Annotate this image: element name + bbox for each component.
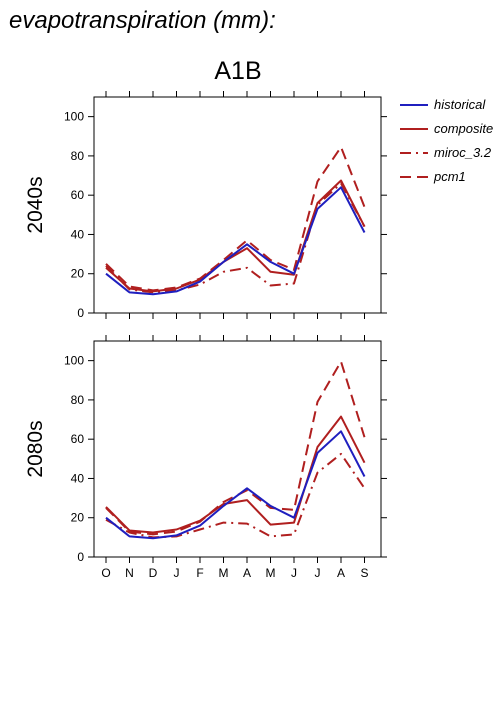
y-tick-label: 60	[71, 188, 85, 202]
y-tick-label: 0	[77, 306, 84, 320]
series-line-pcm1-2040s	[105, 146, 366, 292]
x-tick-label: D	[149, 566, 158, 580]
panel-label-2080s: 2080s	[24, 420, 47, 477]
x-tick-label: J	[315, 566, 321, 580]
panel-label-2040s: 2040s	[24, 176, 47, 233]
x-tick-label: O	[101, 566, 110, 580]
series-line-composite-2080s	[105, 415, 366, 534]
plot-frame-2080s	[93, 340, 382, 558]
y-tick-label: 20	[71, 511, 85, 525]
y-tick-label: 40	[71, 471, 85, 485]
legend-label: historical	[434, 97, 486, 112]
y-tick-label: 100	[64, 110, 84, 124]
series-line-historical-2080s	[105, 430, 366, 540]
plot-frame-2040s	[93, 96, 382, 314]
series-line-historical-2040s	[105, 186, 366, 296]
legend-label: composite	[434, 121, 493, 136]
x-tick-label: M	[266, 566, 276, 580]
x-tick-label: A	[337, 566, 345, 580]
y-tick-label: 40	[71, 227, 85, 241]
x-tick-label: A	[243, 566, 251, 580]
x-tick-label: J	[174, 566, 180, 580]
x-tick-label: J	[291, 566, 297, 580]
x-tick-label: N	[125, 566, 134, 580]
series-line-miroc-3-2-2040s	[105, 182, 366, 294]
x-tick-label: F	[196, 566, 203, 580]
legend-label: miroc_3.2	[434, 145, 492, 160]
series-line-miroc-3-2-2080s	[105, 452, 366, 539]
y-tick-label: 20	[71, 267, 85, 281]
y-tick-label: 100	[64, 354, 84, 368]
page-title: evapotranspiration (mm):	[9, 7, 276, 34]
scenario-title: A1B	[214, 57, 262, 85]
x-tick-label: M	[219, 566, 229, 580]
y-tick-label: 0	[77, 550, 84, 564]
x-tick-label: S	[360, 566, 368, 580]
y-tick-label: 60	[71, 432, 85, 446]
series-line-pcm1-2080s	[105, 360, 366, 536]
y-tick-label: 80	[71, 149, 85, 163]
y-tick-label: 80	[71, 393, 85, 407]
legend-label: pcm1	[433, 169, 466, 184]
